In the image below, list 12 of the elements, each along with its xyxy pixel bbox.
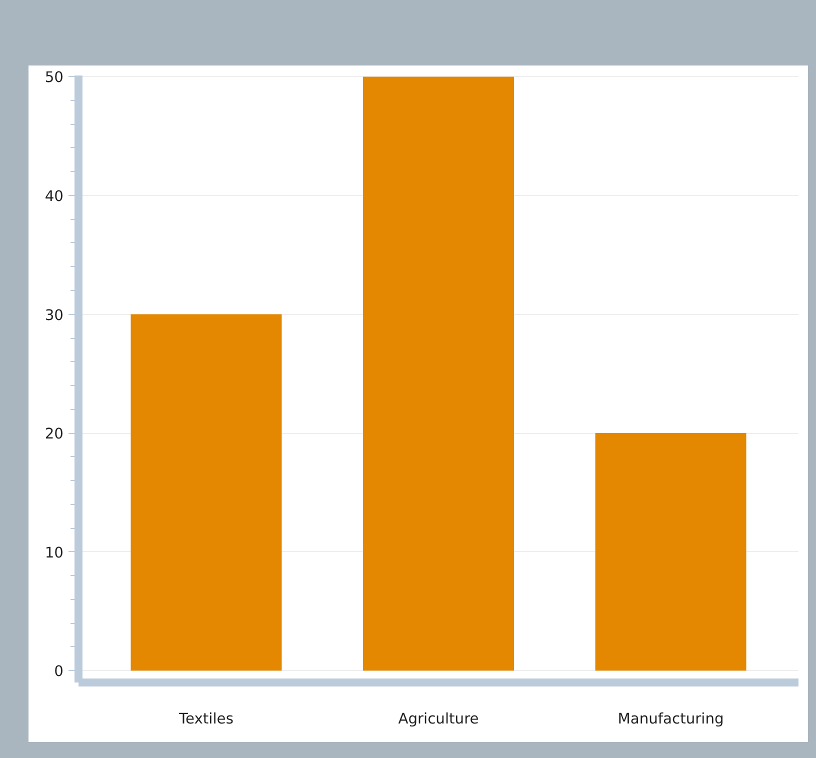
bar: [595, 433, 746, 671]
y-tick-label: 30: [44, 306, 64, 324]
bar: [130, 314, 282, 671]
bar: [363, 76, 514, 671]
y-tick-label: 40: [44, 188, 64, 205]
x-tick-label: Agriculture: [398, 710, 479, 728]
y-tick-label: 20: [44, 426, 64, 443]
x-tick-label: Textiles: [178, 710, 234, 728]
y-tick-label: 50: [44, 69, 64, 86]
y-tick-label: 0: [54, 663, 64, 680]
y-tick-label: 10: [44, 544, 64, 562]
x-tick-label: Manufacturing: [618, 710, 724, 728]
